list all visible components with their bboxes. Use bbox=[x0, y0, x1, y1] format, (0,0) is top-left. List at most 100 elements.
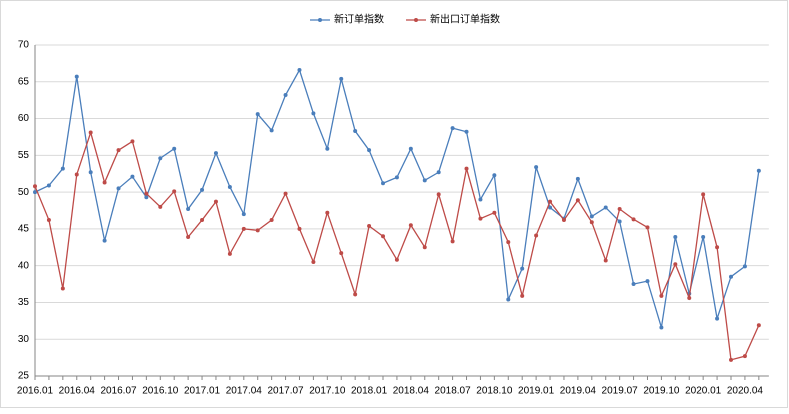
data-point bbox=[186, 207, 191, 212]
x-tick-label: 2018.10 bbox=[476, 386, 513, 397]
x-tick-label: 2017.10 bbox=[309, 386, 346, 397]
data-point bbox=[631, 217, 636, 222]
x-tick-label: 2019.10 bbox=[643, 386, 680, 397]
data-point bbox=[561, 218, 566, 223]
data-point bbox=[158, 156, 163, 161]
data-point bbox=[367, 223, 372, 228]
data-point bbox=[172, 189, 177, 194]
legend-marker bbox=[414, 18, 418, 22]
legend-label: 新出口订单指数 bbox=[430, 13, 500, 26]
y-tick-label: 25 bbox=[18, 371, 30, 382]
y-tick-label: 70 bbox=[18, 40, 30, 51]
data-point bbox=[729, 274, 733, 279]
data-point bbox=[367, 148, 372, 153]
data-point bbox=[46, 218, 51, 223]
legend-marker bbox=[318, 18, 322, 22]
data-point bbox=[436, 170, 441, 175]
data-point bbox=[227, 251, 232, 256]
data-point bbox=[645, 279, 650, 284]
data-point bbox=[311, 111, 316, 116]
x-tick-label: 2017.04 bbox=[226, 386, 263, 397]
data-point bbox=[60, 166, 65, 171]
x-tick-label: 2017.01 bbox=[184, 386, 221, 397]
data-point bbox=[213, 199, 218, 204]
data-point bbox=[144, 195, 149, 200]
data-point bbox=[74, 172, 79, 177]
y-tick-label: 45 bbox=[18, 224, 30, 235]
data-point bbox=[227, 184, 232, 189]
legend-label: 新订单指数 bbox=[334, 13, 384, 26]
y-tick-label: 60 bbox=[18, 113, 30, 124]
data-point bbox=[116, 186, 121, 191]
data-point bbox=[687, 296, 692, 301]
data-point bbox=[283, 191, 288, 196]
data-point bbox=[74, 74, 79, 79]
data-point bbox=[548, 205, 553, 210]
data-point bbox=[422, 178, 427, 183]
data-point bbox=[269, 218, 274, 223]
x-tick-label: 2016.10 bbox=[142, 386, 179, 397]
data-point bbox=[715, 316, 720, 321]
data-point bbox=[436, 192, 441, 197]
y-tick-label: 35 bbox=[18, 297, 30, 308]
data-point bbox=[408, 146, 413, 151]
data-point bbox=[213, 151, 218, 156]
data-point bbox=[450, 126, 455, 131]
y-tick-label: 40 bbox=[18, 260, 30, 271]
x-tick-label: 2016.07 bbox=[100, 386, 137, 397]
data-point bbox=[506, 240, 511, 245]
data-point bbox=[408, 223, 413, 228]
data-point bbox=[325, 210, 330, 215]
data-point bbox=[102, 180, 107, 185]
data-point bbox=[631, 282, 636, 287]
data-point bbox=[297, 68, 302, 73]
data-point bbox=[339, 76, 344, 81]
data-point bbox=[381, 181, 385, 186]
data-point bbox=[186, 234, 191, 239]
data-point bbox=[492, 210, 497, 215]
x-tick-label: 2019.07 bbox=[602, 386, 639, 397]
data-point bbox=[283, 93, 288, 98]
data-point bbox=[701, 234, 706, 239]
data-point bbox=[492, 173, 497, 178]
data-point bbox=[645, 225, 650, 230]
data-point bbox=[617, 219, 622, 224]
data-point bbox=[422, 245, 427, 250]
x-tick-label: 2020.04 bbox=[727, 386, 764, 397]
data-point bbox=[33, 190, 37, 195]
data-point bbox=[701, 192, 706, 197]
x-tick-label: 2018.04 bbox=[393, 386, 430, 397]
data-point bbox=[756, 323, 761, 328]
data-point bbox=[617, 207, 622, 212]
data-point bbox=[130, 139, 135, 144]
data-point bbox=[464, 166, 469, 171]
y-tick-label: 30 bbox=[18, 334, 30, 345]
data-point bbox=[520, 266, 525, 271]
data-point bbox=[88, 130, 93, 135]
data-point bbox=[659, 325, 664, 330]
data-point bbox=[464, 129, 469, 134]
data-point bbox=[394, 257, 399, 262]
data-point bbox=[325, 146, 330, 151]
data-point bbox=[353, 129, 358, 134]
data-point bbox=[297, 226, 302, 231]
data-point bbox=[200, 218, 205, 223]
data-point bbox=[116, 148, 121, 153]
data-point bbox=[659, 293, 664, 298]
data-point bbox=[756, 168, 761, 173]
data-point bbox=[269, 128, 274, 133]
x-tick-label: 2017.07 bbox=[267, 386, 304, 397]
data-point bbox=[589, 214, 594, 219]
data-point bbox=[450, 239, 455, 244]
data-point bbox=[534, 233, 539, 238]
data-point bbox=[729, 357, 733, 362]
y-tick-label: 65 bbox=[18, 76, 30, 87]
x-tick-label: 2016.01 bbox=[17, 386, 54, 397]
x-tick-label: 2020.01 bbox=[685, 386, 722, 397]
data-point bbox=[478, 216, 483, 221]
data-point bbox=[255, 228, 260, 233]
data-point bbox=[478, 197, 483, 202]
data-point bbox=[33, 184, 37, 189]
